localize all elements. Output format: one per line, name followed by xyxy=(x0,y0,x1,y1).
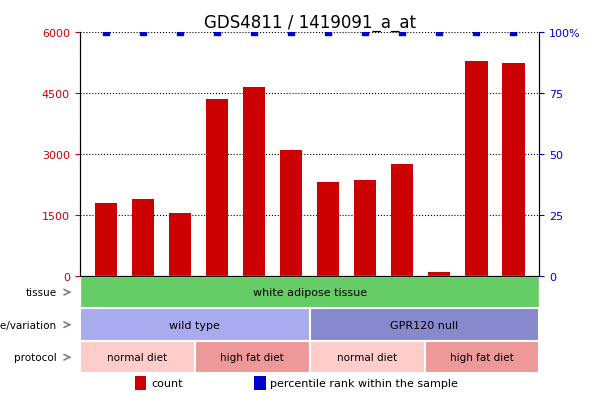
Bar xyxy=(428,272,451,276)
Bar xyxy=(169,214,191,276)
Point xyxy=(286,30,296,36)
Bar xyxy=(254,376,266,390)
Bar xyxy=(317,183,339,276)
Point xyxy=(101,30,110,36)
Bar xyxy=(206,100,228,276)
Bar xyxy=(354,181,376,276)
Point xyxy=(435,30,444,36)
Text: high fat diet: high fat diet xyxy=(450,352,514,362)
Text: GPR120 null: GPR120 null xyxy=(390,320,459,330)
Point xyxy=(509,30,519,36)
Text: wild type: wild type xyxy=(169,320,220,330)
Text: normal diet: normal diet xyxy=(107,352,167,362)
Title: GDS4811 / 1419091_a_at: GDS4811 / 1419091_a_at xyxy=(204,14,416,32)
Text: high fat diet: high fat diet xyxy=(220,352,284,362)
Text: protocol: protocol xyxy=(14,352,56,362)
Bar xyxy=(135,376,147,390)
Point xyxy=(138,30,148,36)
Bar xyxy=(94,203,116,276)
Text: count: count xyxy=(151,378,183,388)
FancyBboxPatch shape xyxy=(80,276,539,309)
Bar xyxy=(503,64,525,276)
Text: tissue: tissue xyxy=(26,287,56,297)
Bar xyxy=(243,88,265,276)
Point xyxy=(471,30,481,36)
FancyBboxPatch shape xyxy=(195,341,310,374)
Point xyxy=(360,30,370,36)
Bar xyxy=(391,165,413,276)
Text: genotype/variation: genotype/variation xyxy=(0,320,56,330)
Text: percentile rank within the sample: percentile rank within the sample xyxy=(270,378,459,388)
Point xyxy=(249,30,259,36)
FancyBboxPatch shape xyxy=(80,341,195,374)
Point xyxy=(212,30,222,36)
Point xyxy=(175,30,185,36)
Bar xyxy=(280,151,302,276)
Text: normal diet: normal diet xyxy=(337,352,397,362)
Bar xyxy=(465,62,487,276)
FancyBboxPatch shape xyxy=(310,309,539,341)
FancyBboxPatch shape xyxy=(424,341,539,374)
FancyBboxPatch shape xyxy=(310,341,424,374)
FancyBboxPatch shape xyxy=(80,309,310,341)
Text: white adipose tissue: white adipose tissue xyxy=(253,287,367,297)
Point xyxy=(323,30,333,36)
Point xyxy=(397,30,407,36)
Bar xyxy=(132,199,154,276)
